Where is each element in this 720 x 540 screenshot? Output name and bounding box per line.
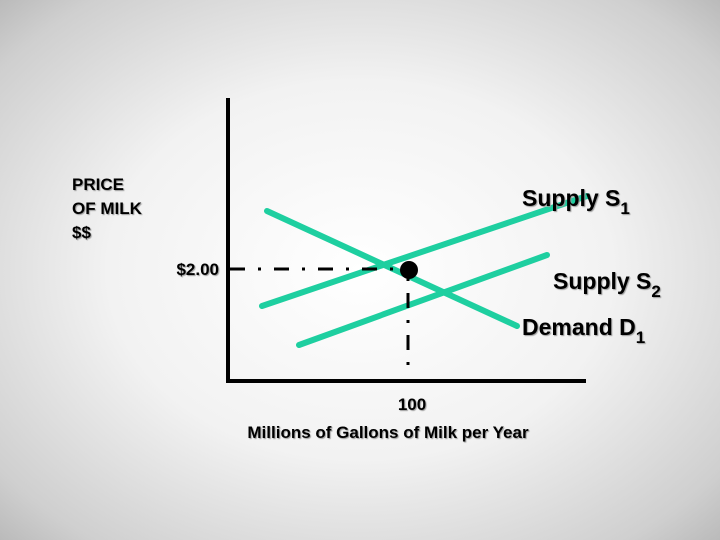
- supply-s2-curve: [296, 252, 550, 348]
- price-label: $2.00: [176, 260, 219, 279]
- supply-s2-label: Supply S2: [553, 268, 661, 301]
- quantity-label: 100: [398, 395, 426, 414]
- supply-s1-label: Supply S1: [522, 185, 630, 218]
- y-axis-label: PRICE OF MILK $$: [72, 175, 147, 242]
- demand-d1-label: Demand D1: [522, 314, 645, 347]
- x-axis-label: Millions of Gallons of Milk per Year: [247, 423, 529, 442]
- supply-s1-curve: [259, 193, 590, 309]
- equilibrium-point: [400, 261, 418, 279]
